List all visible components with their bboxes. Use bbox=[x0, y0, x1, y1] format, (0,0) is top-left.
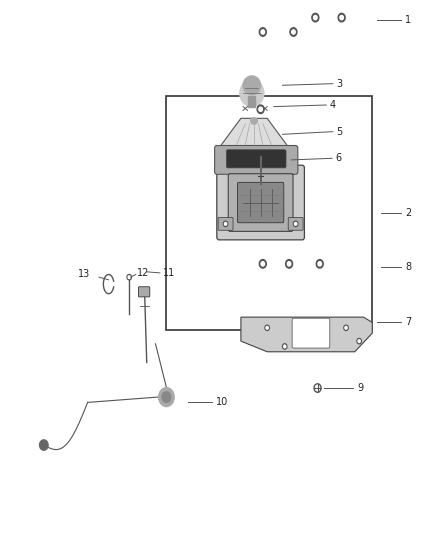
FancyBboxPatch shape bbox=[228, 174, 293, 231]
Circle shape bbox=[340, 15, 343, 20]
Circle shape bbox=[316, 260, 323, 268]
Circle shape bbox=[259, 107, 262, 111]
Bar bbox=[166, 96, 372, 330]
Circle shape bbox=[283, 345, 286, 348]
Text: 9: 9 bbox=[357, 383, 363, 393]
Circle shape bbox=[159, 387, 174, 407]
Ellipse shape bbox=[251, 118, 257, 124]
Circle shape bbox=[286, 260, 293, 268]
FancyBboxPatch shape bbox=[218, 217, 233, 230]
Circle shape bbox=[290, 28, 297, 36]
Text: 13: 13 bbox=[78, 270, 90, 279]
Text: 4: 4 bbox=[329, 100, 336, 110]
Text: 1: 1 bbox=[405, 15, 411, 25]
Circle shape bbox=[294, 223, 297, 225]
Circle shape bbox=[39, 440, 48, 450]
Circle shape bbox=[357, 338, 361, 344]
Text: 10: 10 bbox=[215, 398, 228, 407]
Bar bbox=[248, 96, 255, 107]
Circle shape bbox=[162, 392, 171, 402]
Circle shape bbox=[314, 15, 317, 20]
Text: 8: 8 bbox=[405, 262, 411, 271]
Circle shape bbox=[344, 325, 348, 330]
Circle shape bbox=[318, 262, 321, 266]
FancyBboxPatch shape bbox=[292, 318, 330, 348]
Circle shape bbox=[312, 13, 319, 22]
Circle shape bbox=[345, 326, 347, 329]
Text: 5: 5 bbox=[336, 127, 343, 136]
Text: 3: 3 bbox=[336, 79, 343, 88]
Polygon shape bbox=[221, 118, 287, 150]
Ellipse shape bbox=[243, 76, 261, 95]
Circle shape bbox=[261, 30, 265, 34]
Text: 11: 11 bbox=[163, 268, 175, 278]
Circle shape bbox=[358, 340, 360, 343]
Circle shape bbox=[265, 325, 269, 330]
Circle shape bbox=[224, 223, 227, 225]
FancyBboxPatch shape bbox=[215, 146, 298, 174]
FancyBboxPatch shape bbox=[237, 182, 284, 223]
Text: 7: 7 bbox=[405, 318, 411, 327]
Polygon shape bbox=[241, 317, 372, 352]
Circle shape bbox=[287, 262, 291, 266]
Circle shape bbox=[257, 105, 264, 114]
Text: 12: 12 bbox=[137, 269, 149, 278]
FancyBboxPatch shape bbox=[138, 287, 150, 297]
Ellipse shape bbox=[240, 80, 264, 107]
Circle shape bbox=[266, 326, 268, 329]
Circle shape bbox=[293, 221, 298, 227]
Circle shape bbox=[259, 260, 266, 268]
Circle shape bbox=[338, 13, 345, 22]
Circle shape bbox=[261, 262, 265, 266]
Text: 2: 2 bbox=[405, 208, 411, 218]
Circle shape bbox=[127, 274, 131, 280]
Circle shape bbox=[223, 221, 228, 227]
Circle shape bbox=[128, 276, 130, 278]
Circle shape bbox=[259, 28, 266, 36]
FancyBboxPatch shape bbox=[226, 150, 286, 168]
Circle shape bbox=[292, 30, 295, 34]
FancyBboxPatch shape bbox=[217, 165, 304, 240]
Text: 6: 6 bbox=[336, 154, 342, 163]
FancyBboxPatch shape bbox=[288, 217, 303, 230]
Circle shape bbox=[283, 344, 287, 349]
